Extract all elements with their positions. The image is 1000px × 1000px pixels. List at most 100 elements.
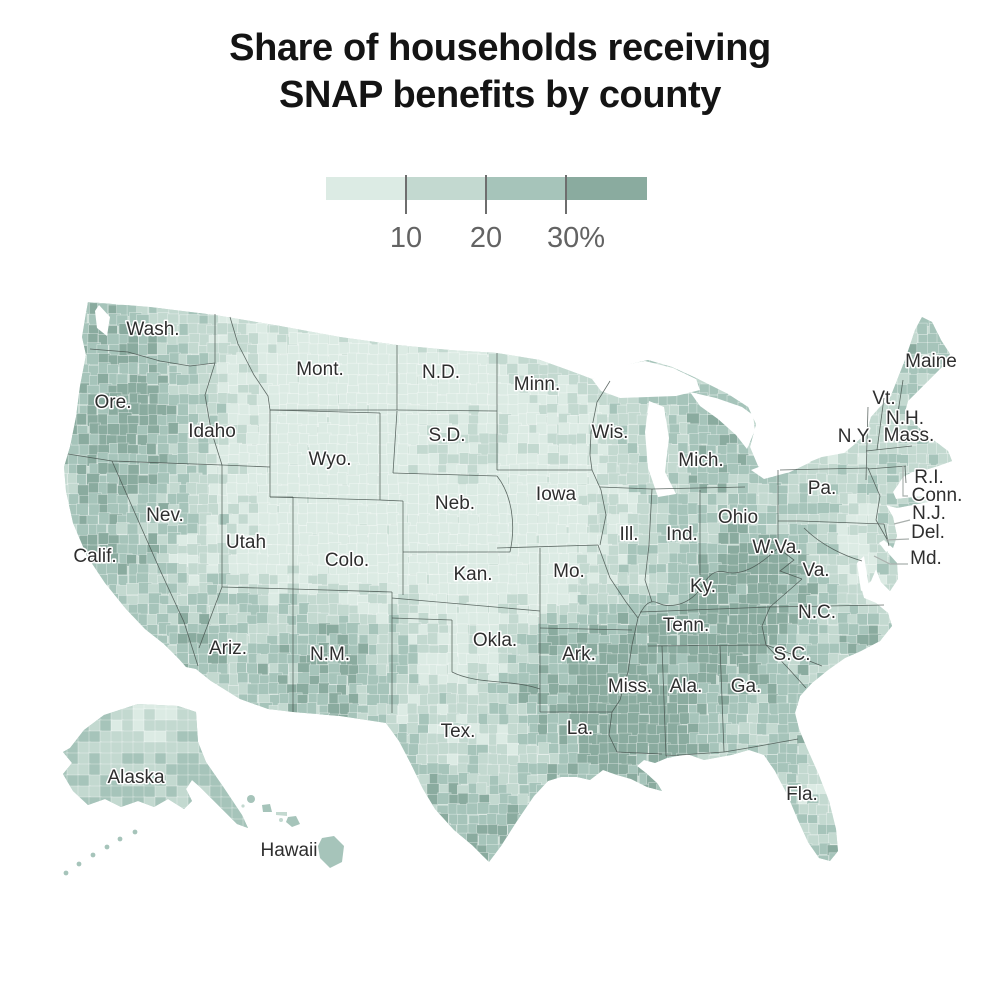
county-cell — [848, 664, 860, 677]
county-cell — [78, 713, 91, 727]
county-cell — [646, 642, 658, 655]
county-cell — [728, 323, 741, 336]
county-cell — [587, 364, 599, 377]
county-cell — [117, 634, 129, 647]
county-cell — [697, 344, 710, 357]
county-cell — [438, 835, 453, 848]
county-cell — [738, 323, 750, 337]
county-cell — [867, 612, 881, 626]
county-cell — [676, 353, 689, 366]
county-cell — [607, 813, 622, 826]
county-cell — [107, 605, 120, 618]
county-cell — [228, 723, 241, 736]
county-cell — [857, 763, 870, 776]
county-cell — [847, 682, 859, 695]
county-cell — [738, 663, 750, 676]
county-cell — [64, 423, 69, 436]
county-cell — [907, 303, 922, 317]
county-cell — [908, 393, 920, 406]
county-cell — [64, 833, 69, 846]
county-cell — [207, 804, 221, 817]
county-cell — [68, 663, 82, 676]
county-cell — [729, 784, 744, 797]
county-cell — [618, 794, 629, 807]
county-cell — [646, 334, 660, 347]
county-cell — [64, 702, 70, 715]
county-cell — [848, 542, 860, 556]
county-cell — [268, 814, 281, 827]
county-cell — [607, 833, 620, 847]
county-cell — [726, 304, 739, 318]
county-cell — [947, 434, 952, 448]
county-cell — [268, 592, 280, 605]
county-cell — [417, 314, 429, 327]
county-cell — [636, 633, 648, 646]
county-cell — [607, 533, 619, 546]
county-cell — [99, 814, 111, 827]
county-cell — [888, 563, 903, 576]
county-cell — [808, 373, 823, 387]
county-cell — [368, 733, 382, 746]
county-cell — [836, 702, 848, 715]
county-cell — [238, 452, 250, 465]
county-cell — [748, 374, 762, 388]
county-cell — [366, 413, 378, 426]
county-cell — [596, 824, 611, 837]
county-cell — [907, 743, 921, 757]
county-cell — [907, 594, 922, 607]
county-cell — [326, 804, 341, 817]
county-cell — [496, 352, 508, 366]
county-cell — [227, 462, 240, 475]
county-cell — [738, 603, 750, 616]
county-cell — [128, 813, 140, 826]
county-cell — [788, 312, 799, 326]
county-cell — [947, 742, 952, 756]
county-cell — [606, 314, 620, 327]
county-cell — [826, 812, 839, 825]
county-cell — [76, 523, 89, 537]
county-cell — [158, 302, 170, 305]
county-cell — [886, 353, 898, 366]
county-cell — [918, 594, 930, 608]
county-cell — [957, 594, 967, 606]
county-cell — [858, 354, 869, 367]
county-cell — [64, 823, 70, 836]
county-cell — [206, 522, 218, 535]
county-cell — [918, 604, 932, 617]
county-cell — [296, 723, 309, 736]
county-cell — [677, 762, 691, 776]
county-cell — [847, 304, 859, 317]
county-cell — [768, 804, 781, 817]
county-cell — [766, 354, 781, 367]
county-cell — [247, 833, 259, 846]
county-cell — [286, 754, 297, 767]
county-cell — [557, 303, 569, 317]
county-cell — [88, 654, 103, 667]
county-cell — [366, 793, 378, 806]
legend-swatch-3 — [486, 177, 566, 200]
county-cell — [558, 672, 570, 686]
county-cell — [959, 295, 970, 307]
county-cell — [576, 364, 590, 377]
county-cell — [67, 813, 80, 827]
county-cell — [377, 793, 390, 806]
county-cell — [98, 804, 113, 818]
county-cell — [869, 824, 881, 837]
county-cell — [138, 415, 150, 428]
county-cell — [306, 753, 321, 766]
county-cell — [278, 593, 290, 606]
county-cell — [216, 692, 231, 705]
county-cell — [517, 622, 529, 635]
county-cell — [959, 714, 971, 726]
county-cell — [907, 603, 922, 616]
county-cell — [596, 302, 609, 315]
county-cell — [616, 302, 628, 305]
county-cell — [68, 604, 82, 617]
county-cell — [896, 542, 910, 556]
county-cell — [936, 724, 948, 737]
county-cell — [928, 702, 942, 715]
county-cell — [709, 763, 721, 776]
county-cell — [937, 644, 949, 657]
county-cell — [64, 382, 71, 395]
county-cell — [376, 663, 387, 676]
